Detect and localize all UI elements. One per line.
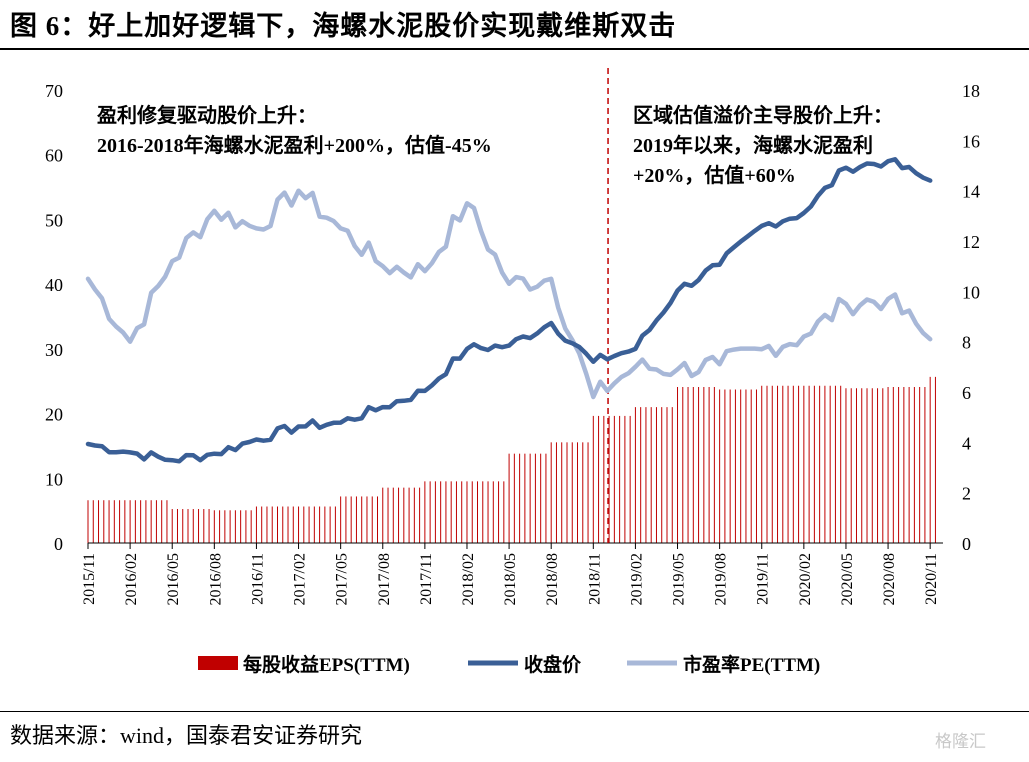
legend-label-price: 收盘价 (524, 653, 582, 676)
legend-swatch-eps (198, 656, 238, 670)
title-rule (0, 48, 1029, 50)
eps-bars (87, 376, 936, 543)
y-left-tick-label: 70 (45, 81, 63, 101)
y-right-tick-label: 18 (962, 81, 980, 101)
x-tick-label: 2020/11 (923, 553, 940, 605)
x-tick-label: 2020/05 (839, 553, 856, 605)
x-tick-label: 2018/05 (502, 553, 519, 605)
annotation-text: 2016-2018年海螺水泥盈利+200%，估值-45% (97, 133, 492, 157)
chart: 0 10 20 30 40 50 60 70 0 2 4 6 8 10 12 14 16 18 2015/11 201… (45, 68, 980, 676)
x-tick-label: 2017/02 (292, 553, 309, 605)
y-left-tick-label: 50 (45, 210, 63, 230)
y-right-tick-label: 8 (962, 333, 971, 353)
axes: 0 10 20 30 40 50 60 70 0 2 4 6 8 10 12 14 16 18 2015/11 201… (45, 81, 980, 605)
annotations: 盈利修复驱动股价上升： 2016-2018年海螺水泥盈利+200%，估值-45% 区… (96, 103, 893, 187)
x-tick-label: 2016/02 (123, 553, 140, 605)
y-right-tick-label: 4 (962, 433, 971, 453)
y-right-tick-label: 2 (962, 484, 971, 504)
x-tick-label: 2019/08 (713, 553, 730, 605)
annotation-text: 2019年以来，海螺水泥盈利 (633, 133, 873, 157)
x-tick-label: 2020/08 (881, 553, 898, 605)
x-tick-label: 2017/08 (376, 553, 393, 605)
price-series-line (85, 157, 933, 464)
annotation-text: 盈利修复驱动股价上升： (96, 103, 317, 127)
y-right-tick-label: 16 (962, 131, 980, 151)
x-tick-label: 2019/05 (671, 553, 688, 605)
x-tick-label: 2017/05 (334, 553, 351, 605)
source-note: 数据来源：wind，国泰君安证券研究 (10, 723, 363, 748)
y-left-tick-label: 0 (54, 534, 63, 554)
legend: 每股收益EPS(TTM) 收盘价 市盈率PE(TTM) (198, 653, 820, 676)
x-tick-label: 2018/11 (586, 553, 603, 605)
source-rule (0, 711, 1029, 712)
y-right-tick-label: 0 (962, 534, 971, 554)
x-tick-label: 2016/08 (207, 553, 224, 605)
x-tick-label: 2018/02 (460, 553, 477, 605)
x-tick-label: 2019/11 (755, 553, 772, 605)
y-left-tick-label: 40 (45, 275, 63, 295)
y-left-tick-label: 10 (45, 469, 63, 489)
y-left-tick-label: 60 (45, 146, 63, 166)
x-tick-label: 2016/11 (249, 553, 266, 605)
watermark: 格隆汇 (935, 732, 986, 752)
x-tick-label: 2019/02 (628, 553, 645, 605)
x-tick-label: 2020/02 (797, 553, 814, 605)
y-left-tick-label: 30 (45, 340, 63, 360)
x-tick-label: 2016/05 (165, 553, 182, 605)
annotation-text: 区域估值溢价主导股价上升： (633, 103, 893, 127)
y-right-tick-label: 14 (962, 182, 980, 202)
x-tick-label: 2015/11 (81, 553, 98, 605)
legend-label-pe: 市盈率PE(TTM) (683, 653, 820, 676)
figure-title: 图 6：好上加好逻辑下，海螺水泥股价实现戴维斯双击 (10, 11, 677, 41)
pe-series-line (85, 188, 933, 400)
y-right-tick-label: 10 (962, 282, 980, 302)
y-right-tick-label: 12 (962, 232, 980, 252)
y-left-tick-label: 20 (45, 405, 63, 425)
annotation-text: +20%，估值+60% (633, 163, 796, 187)
x-tick-label: 2017/11 (418, 553, 435, 605)
x-tick-label: 2018/08 (544, 553, 561, 605)
legend-label-eps: 每股收益EPS(TTM) (243, 653, 410, 676)
y-right-tick-label: 6 (962, 383, 971, 403)
